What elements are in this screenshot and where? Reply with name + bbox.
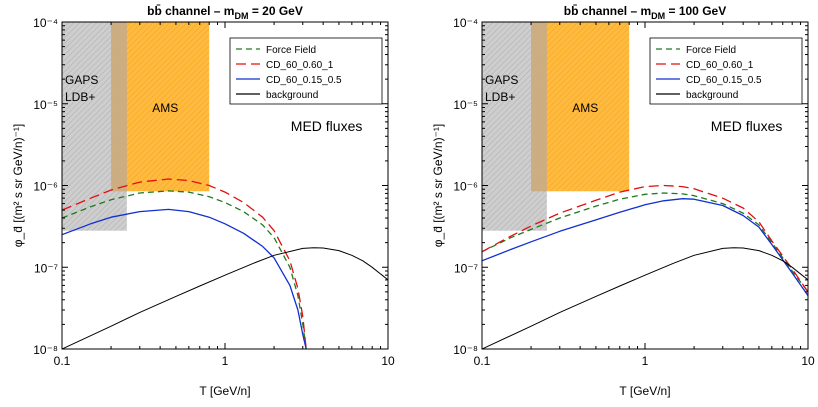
series-line-force-field bbox=[62, 190, 307, 349]
legend-entry: CD_60_0.15_0.5 bbox=[266, 75, 342, 86]
annotation-med-fluxes: MED fluxes bbox=[291, 118, 363, 134]
region-overlap bbox=[531, 22, 547, 192]
chart-title: bb̄ channel – mDM = 100 GeV bbox=[564, 4, 726, 21]
region-label-ams: AMS bbox=[572, 101, 598, 115]
x-tick-label: 1 bbox=[642, 354, 649, 368]
annotation-med-fluxes: MED fluxes bbox=[711, 118, 783, 134]
region-label-ldb: LDB+ bbox=[65, 90, 95, 104]
region-label-gaps: GAPS bbox=[485, 73, 518, 87]
series-line-cd-60-0-15-0-5 bbox=[482, 198, 808, 296]
region-overlap bbox=[111, 22, 127, 192]
y-tick-label: 10⁻⁸ bbox=[33, 343, 58, 357]
chart-panel: bb̄ channel – mDM = 20 GeV GAPS LDB+ AMS MED… bbox=[11, 4, 395, 398]
x-axis-label: T [GeV/n] bbox=[199, 384, 250, 398]
x-tick-label: 1 bbox=[222, 354, 229, 368]
region-label-ldb: LDB+ bbox=[485, 90, 515, 104]
legend-entry: Force Field bbox=[686, 45, 736, 56]
series-line-background bbox=[482, 247, 808, 349]
series-line-background bbox=[62, 247, 388, 349]
legend-box bbox=[229, 37, 383, 105]
y-tick-label: 10⁻⁷ bbox=[34, 261, 58, 275]
series-line-cd-60-0-15-0-5 bbox=[62, 208, 307, 349]
plot-area bbox=[62, 22, 388, 349]
y-tick-label: 10⁻⁵ bbox=[33, 98, 58, 112]
y-tick-label: 10⁻⁶ bbox=[33, 180, 58, 194]
x-tick-label: 10 bbox=[381, 354, 395, 368]
y-tick-label: 10⁻⁵ bbox=[453, 98, 478, 112]
region-ams bbox=[111, 22, 210, 192]
region-ams bbox=[531, 22, 630, 192]
x-tick-label: 0.1 bbox=[474, 354, 491, 368]
y-tick-label: 10⁻⁸ bbox=[453, 343, 478, 357]
x-tick-label: 10 bbox=[801, 354, 815, 368]
region-label-ams: AMS bbox=[152, 101, 178, 115]
legend-entry: CD_60_0.15_0.5 bbox=[686, 75, 762, 86]
legend-entry: CD_60_0.60_1 bbox=[266, 60, 334, 71]
legend-entry: background bbox=[266, 90, 318, 101]
series-line-force-field bbox=[482, 192, 808, 293]
plot-area bbox=[482, 22, 808, 349]
y-axis-label: φ_d̄ [(m² s sr GeV/n)⁻¹] bbox=[11, 124, 25, 247]
y-tick-label: 10⁻⁶ bbox=[453, 180, 478, 194]
y-axis-label: φ_d̄ [(m² s sr GeV/n)⁻¹] bbox=[431, 124, 445, 247]
chart-panel: bb̄ channel – mDM = 100 GeV GAPS LDB+ AMS ME… bbox=[431, 4, 815, 398]
legend-entry: CD_60_0.60_1 bbox=[686, 60, 754, 71]
series-line-cd-60-0-60-1 bbox=[482, 184, 808, 293]
legend-entry: background bbox=[686, 90, 738, 101]
legend-box bbox=[649, 37, 803, 105]
x-tick-label: 0.1 bbox=[54, 354, 71, 368]
legend-entry: Force Field bbox=[266, 45, 316, 56]
y-tick-label: 10⁻⁴ bbox=[33, 16, 58, 30]
y-tick-label: 10⁻⁷ bbox=[454, 261, 478, 275]
x-axis-label: T [GeV/n] bbox=[619, 384, 670, 398]
chart-title: bb̄ channel – mDM = 20 GeV bbox=[147, 4, 303, 21]
y-tick-label: 10⁻⁴ bbox=[453, 16, 478, 30]
series-line-cd-60-0-60-1 bbox=[62, 178, 307, 349]
region-label-gaps: GAPS bbox=[65, 73, 98, 87]
